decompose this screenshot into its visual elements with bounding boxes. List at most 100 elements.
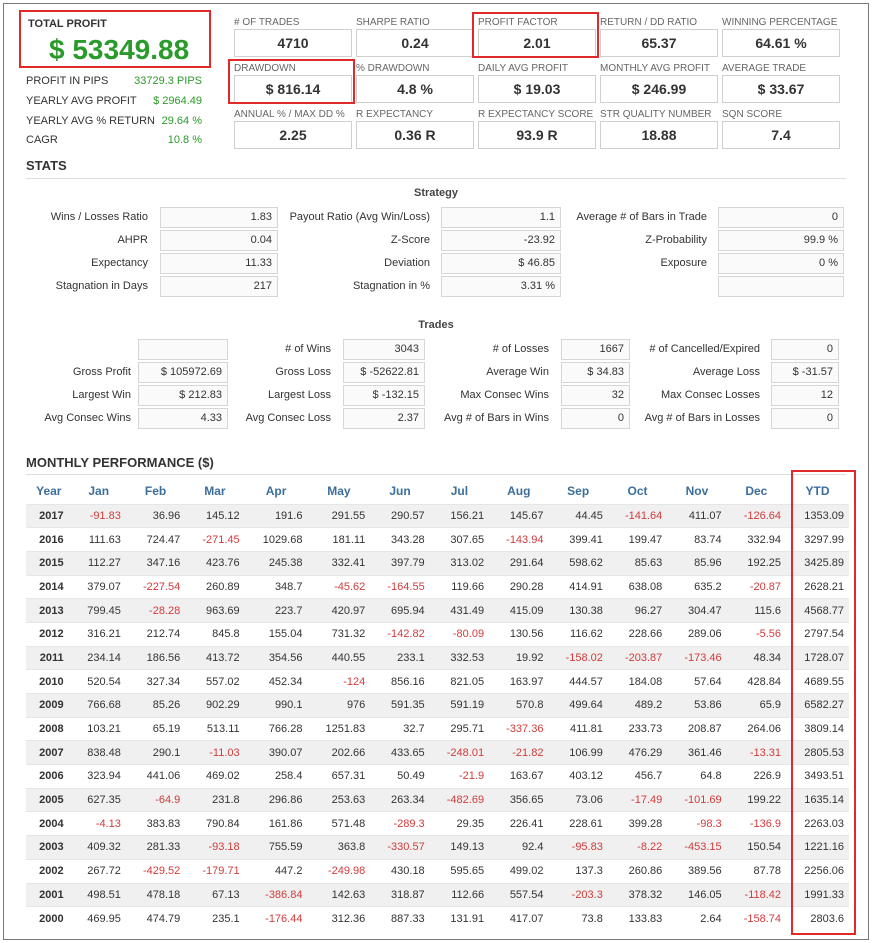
stat-label: Deviation [384, 257, 430, 269]
month-cell: 142.63 [307, 882, 371, 907]
ytd-cell: 2263.03 [786, 811, 849, 836]
month-cell: 390.07 [244, 740, 308, 765]
month-cell: 399.28 [607, 811, 668, 836]
trade-label: Gross Profit [72, 366, 131, 378]
month-cell: 19.92 [489, 645, 549, 670]
metric-value: 4710 [234, 29, 352, 57]
month-cell: 57.64 [667, 669, 727, 694]
month-cell: -28.28 [125, 598, 186, 623]
ytd-cell: 2628.21 [786, 574, 849, 599]
column-header-feb: Feb [144, 483, 167, 498]
month-cell: 571.48 [307, 811, 371, 836]
month-cell: 199.47 [607, 527, 668, 552]
stats-title: STATS [26, 158, 67, 173]
month-cell: 976 [307, 693, 371, 718]
month-cell: 85.63 [607, 550, 668, 576]
month-cell: -17.49 [607, 787, 668, 812]
total-profit-box: TOTAL PROFIT $ 53349.88 [19, 10, 211, 68]
year-cell: 2012 [26, 621, 72, 647]
month-cell: 85.96 [667, 550, 727, 576]
month-cell: 489.2 [607, 693, 668, 718]
month-cell: -124 [307, 669, 371, 694]
month-cell: -80.09 [429, 621, 490, 647]
month-cell: -482.69 [429, 787, 490, 812]
month-cell: 212.74 [125, 621, 186, 647]
column-header-apr: Apr [265, 483, 287, 498]
month-cell: -249.98 [307, 858, 371, 883]
trade-label: # of Losses [492, 343, 549, 355]
year-cell: 2013 [26, 598, 72, 623]
month-cell: -179.71 [185, 858, 245, 883]
metric-value: 0.24 [356, 29, 474, 57]
month-cell: 161.86 [244, 811, 308, 836]
year-cell: 2009 [26, 693, 72, 718]
metric-trades: # OF TRADES 4710 [234, 17, 352, 59]
month-cell: 423.76 [185, 550, 245, 576]
left-stat-yearly-avg-profit: YEARLY AVG PROFIT $ 2964.49 [26, 95, 202, 111]
column-header-jul: Jul [450, 483, 469, 498]
month-cell: -93.18 [185, 835, 245, 860]
trade-label: Avg Consec Wins [44, 412, 131, 424]
month-cell: 316.21 [71, 621, 126, 647]
window-frame [3, 3, 869, 940]
metric-label: RETURN / DD RATIO [600, 17, 698, 28]
month-cell: -11.03 [185, 740, 245, 765]
stat-label: Z-Score [390, 234, 430, 246]
stat-value: 217 [160, 276, 278, 297]
month-cell: 145.67 [489, 503, 549, 528]
metric-label: % DRAWDOWN [356, 63, 430, 74]
year-cell: 2001 [26, 882, 72, 907]
month-cell: 433.65 [370, 740, 430, 765]
table-row: 2005 627.35 -64.9 231.8 296.86 253.63 263.34 -4… [26, 787, 849, 812]
month-cell: 456.7 [607, 764, 668, 789]
month-cell: 111.63 [71, 527, 126, 552]
trade-value: $ 105972.69 [138, 362, 228, 383]
month-cell: 50.49 [370, 764, 430, 789]
left-stat-value: 33729.3 PIPS [134, 75, 202, 87]
month-cell: 199.22 [726, 787, 787, 812]
metric-value: 65.37 [600, 29, 718, 57]
metric-value: $ 33.67 [722, 75, 840, 103]
metric-label: R EXPECTANCY [356, 109, 434, 120]
month-cell: 766.28 [244, 716, 308, 741]
trade-label: Average Win [486, 366, 549, 378]
ytd-cell: 1353.09 [786, 503, 849, 528]
month-cell: 184.08 [607, 669, 668, 694]
month-cell: 192.25 [726, 550, 787, 576]
month-cell: 469.02 [185, 764, 245, 789]
month-cell: 115.6 [726, 598, 787, 623]
month-cell: 520.54 [71, 669, 126, 694]
month-cell: -453.15 [667, 835, 727, 860]
month-cell: 163.67 [489, 764, 549, 789]
month-cell: 411.07 [667, 503, 727, 528]
metric-drawdown: DRAWDOWN $ 816.14 [234, 63, 352, 105]
month-cell: 116.62 [548, 621, 608, 647]
month-cell: 291.64 [489, 550, 549, 576]
month-cell: 103.21 [71, 716, 126, 741]
metric-value: 4.8 % [356, 75, 474, 103]
month-cell: 361.46 [667, 740, 727, 765]
month-cell: 112.27 [71, 550, 126, 576]
trade-label: Max Consec Losses [660, 389, 760, 401]
metric-value: 2.25 [234, 121, 352, 149]
stat-value: 11.33 [160, 253, 278, 274]
ytd-cell: 1221.16 [786, 835, 849, 860]
month-cell: -98.3 [667, 811, 727, 836]
month-cell: 289.06 [667, 621, 727, 647]
month-cell: 598.62 [548, 550, 608, 576]
month-cell: 267.72 [71, 858, 126, 883]
ytd-cell: 3297.99 [786, 527, 849, 552]
month-cell: 1251.83 [307, 716, 371, 741]
trade-label: Gross Loss [275, 366, 331, 378]
metric-label: DRAWDOWN [234, 63, 296, 74]
ytd-highlight [791, 470, 856, 935]
month-cell: 258.4 [244, 764, 308, 789]
month-cell: 304.47 [667, 598, 727, 623]
month-cell: 290.57 [370, 503, 430, 528]
month-cell: 307.65 [429, 527, 490, 552]
trade-value: $ -132.15 [343, 385, 425, 406]
month-cell: 799.45 [71, 598, 126, 623]
month-cell: 409.32 [71, 835, 126, 860]
month-cell: 570.8 [489, 693, 549, 718]
month-cell: 65.9 [726, 693, 787, 718]
